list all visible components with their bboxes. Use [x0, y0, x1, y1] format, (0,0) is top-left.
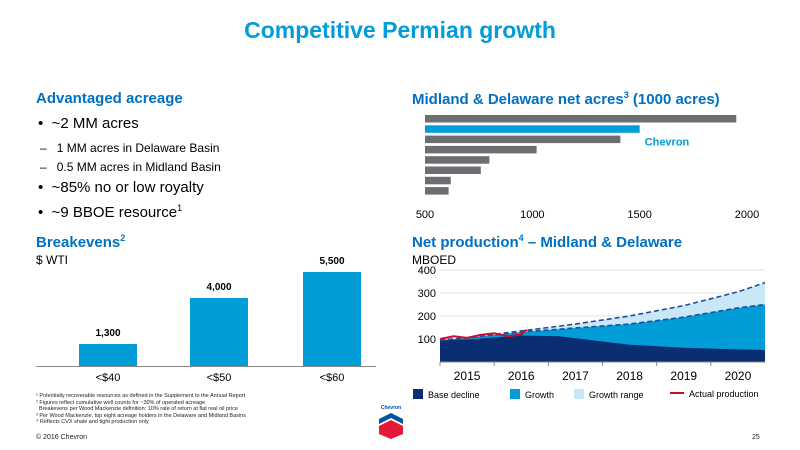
bullet-royalty: • ~85% no or low royalty: [38, 179, 204, 196]
breakeven-bar: [190, 297, 248, 366]
page-title: Competitive Permian growth: [244, 17, 556, 43]
x-tick-label: 2019: [670, 369, 697, 383]
y-tick-label: 100: [418, 334, 436, 346]
competitor-bar: [425, 166, 481, 174]
x-tick-label: 500: [416, 209, 434, 221]
footnote: ³ Per Wood Mackenzie, top eight acreage …: [36, 412, 246, 419]
category-label: <$60: [319, 372, 345, 384]
production-unit: MBOED: [412, 253, 457, 267]
actual-production-line: [439, 329, 528, 340]
x-tick-label: 2020: [725, 369, 752, 383]
competitor-bar: [425, 156, 490, 164]
footnote: ¹ Potentially recoverable resources as d…: [36, 393, 246, 399]
footnote-ref: 3: [623, 90, 629, 100]
bar-value-label: 1,300: [95, 327, 121, 339]
competitor-bar: [425, 187, 449, 195]
bullet-text: ~9 BBOE resource: [51, 204, 178, 221]
bullet-resource: • ~9 BBOE resource1: [38, 203, 182, 221]
x-tick-label: 2018: [616, 369, 643, 383]
footnote-ref: 1: [177, 203, 183, 213]
bullet-text: ~85% no or low royalty: [51, 179, 204, 196]
legend-actual-production: Actual production: [670, 389, 759, 399]
page-number: 25: [752, 434, 760, 441]
footnotes: ¹ Potentially recoverable resources as d…: [36, 393, 246, 426]
breakeven-bar: [79, 343, 137, 366]
dash-marker: –: [40, 160, 47, 174]
x-axis-line: [36, 366, 376, 367]
breakevens-chart: 1,300 4,000 5,500 <$40 <$50 <$60: [36, 256, 376, 390]
y-tick-label: 300: [418, 288, 436, 300]
growth-line: [439, 303, 766, 341]
breakevens-heading-text: Breakevens: [36, 234, 121, 251]
y-tick-label: 200: [418, 311, 436, 323]
category-label: <$50: [206, 372, 232, 384]
bullet-marker: •: [38, 179, 44, 196]
legend-label: Growth: [525, 390, 555, 400]
legend-swatch: [670, 392, 684, 394]
x-tick-label: 1000: [520, 209, 544, 221]
bullet-marker: •: [38, 115, 44, 132]
legend-growth-range: Growth range: [574, 389, 644, 400]
x-tick-label: 2015: [454, 369, 481, 383]
breakevens-heading: Breakevens2: [36, 233, 125, 251]
x-tick-label: 1500: [627, 209, 651, 221]
category-label: <$40: [95, 372, 121, 384]
base-decline-area: [440, 335, 765, 362]
bar-value-label: 5,500: [319, 256, 345, 267]
competitor-bar: [425, 176, 451, 185]
sub-bullet-text: 1 MM acres in Delaware Basin: [56, 141, 220, 155]
net-acres-heading-text: Midland & Delaware net acres: [412, 91, 624, 108]
footnote: ⁴ Reflects CVX shale and tight productio…: [36, 419, 149, 426]
bullet-acres: • ~2 MM acres: [38, 115, 139, 132]
production-heading-text: Net production: [412, 234, 519, 251]
acreage-heading: Advantaged acreage: [36, 90, 183, 107]
breakeven-bar: [303, 272, 361, 366]
x-tick-label: 2017: [562, 369, 589, 383]
net-acres-heading-suffix: (1000 acres): [628, 91, 720, 108]
bullet-text: ~2 MM acres: [51, 115, 139, 132]
net-acres-heading: Midland & Delaware net acres3 (1000 acre…: [412, 90, 720, 108]
y-tick-label: 400: [418, 266, 436, 277]
competitor-bar: [425, 145, 537, 154]
legend-swatch: [574, 389, 584, 399]
bar-value-label: 4,000: [206, 281, 232, 293]
legend-base-decline: Base decline: [413, 389, 480, 400]
net-production-chart: 100 200 300 400 2015 2016 2017 2018 2019 2020: [418, 266, 766, 383]
breakevens-unit: $ WTI: [36, 253, 68, 267]
footnote: ² Figures reflect cumulative well counts…: [36, 399, 206, 406]
x-tick-label: 2000: [735, 209, 759, 221]
legend-label: Growth range: [589, 390, 644, 400]
dash-marker: –: [40, 141, 47, 155]
bullet-marker: •: [38, 204, 44, 221]
sub-bullet-delaware: – 1 MM acres in Delaware Basin: [40, 141, 219, 155]
legend-swatch: [413, 389, 423, 399]
production-heading-suffix: – Midland & Delaware: [523, 234, 683, 251]
net-acres-chart: Chevron 500 1000 1500 2000: [416, 115, 759, 221]
legend-swatch: [510, 389, 520, 399]
competitor-bar: [425, 135, 621, 144]
footnote: Breakevens per Wood Mackenzie definition…: [39, 406, 238, 413]
chevron-bar: [425, 125, 640, 133]
chevron-bar-label: Chevron: [645, 136, 690, 148]
sub-bullet-midland: – 0.5 MM acres in Midland Basin: [40, 160, 221, 174]
footnote-ref: 2: [120, 233, 126, 243]
x-tick-label: 2016: [508, 369, 535, 383]
chevron-logo: [378, 405, 404, 439]
sub-bullet-text: 0.5 MM acres in Midland Basin: [56, 160, 221, 174]
footnote-ref: 4: [518, 233, 524, 243]
competitor-bar: [425, 115, 737, 123]
production-heading: Net production4 – Midland & Delaware: [412, 233, 682, 251]
legend-label: Base decline: [428, 390, 480, 400]
legend-label: Actual production: [689, 389, 759, 399]
chevron-logo-wordmark: Chevron: [380, 405, 402, 411]
copyright: © 2016 Chevron: [36, 434, 88, 441]
legend-growth: Growth: [510, 389, 554, 400]
